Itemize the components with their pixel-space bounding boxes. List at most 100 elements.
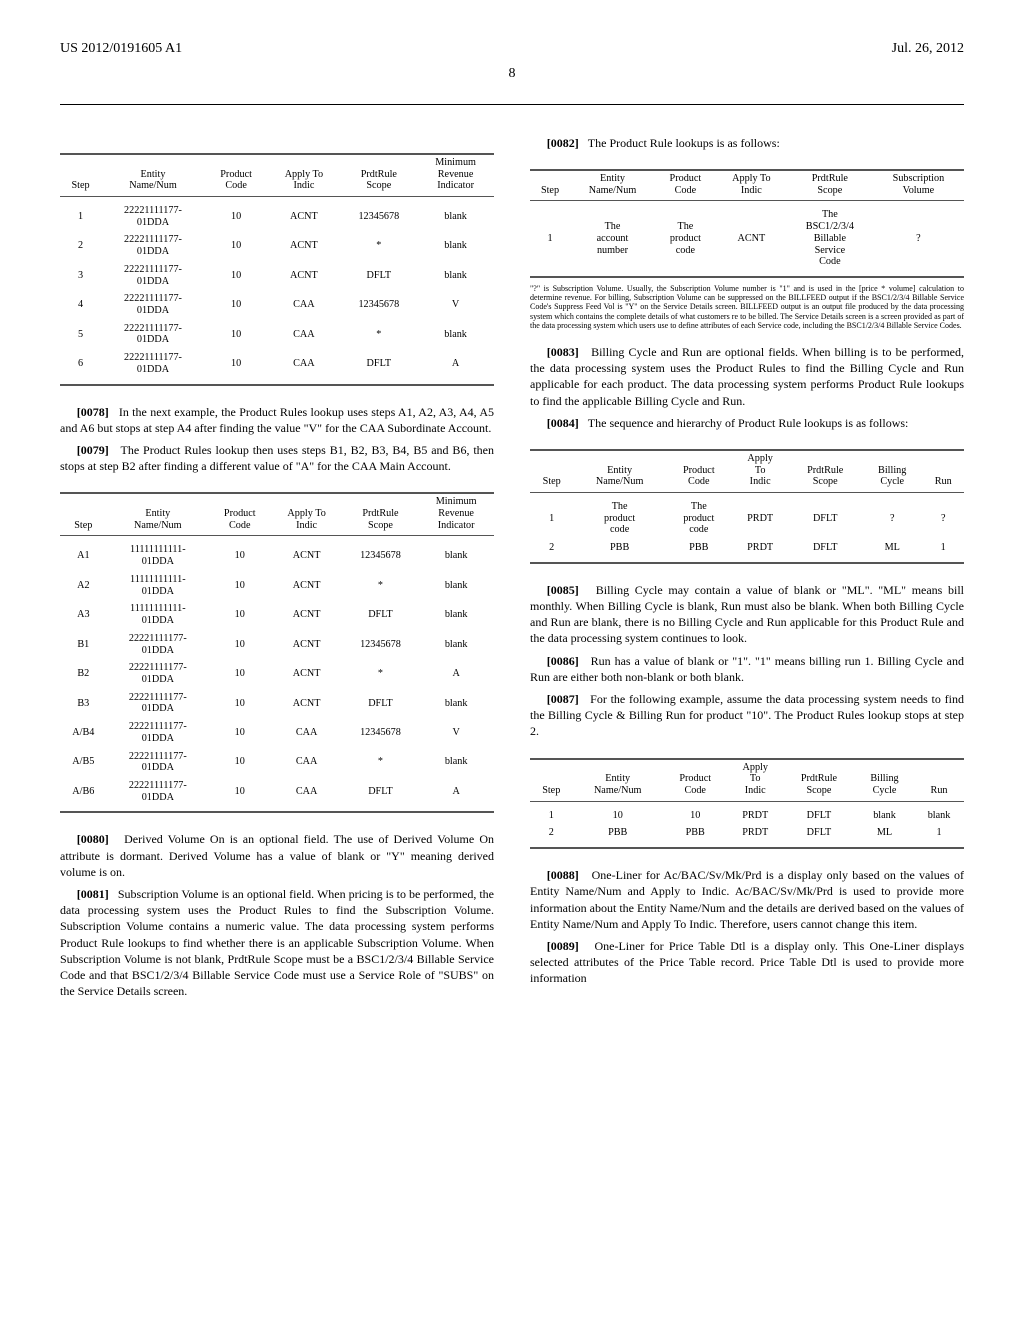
table-cell: blank xyxy=(418,689,494,718)
table-cell: CAA xyxy=(271,748,343,777)
para-number: [0088] xyxy=(547,868,579,882)
table-cell: ? xyxy=(922,493,964,540)
table-cell: 12345678 xyxy=(343,718,419,747)
table-cell: DFLT xyxy=(343,777,419,812)
para-text: For the following example, assume the da… xyxy=(530,692,964,738)
table-cell: 11111111111-01DDA xyxy=(107,600,209,629)
table-cell: ACNT xyxy=(271,689,343,718)
table-header: BillingCycle xyxy=(855,759,914,802)
table-cell: 1 xyxy=(60,196,101,231)
table-row: 2PBBPBBPRDTDFLTML1 xyxy=(530,539,964,563)
table-cell: CAA xyxy=(271,718,343,747)
para-text: One-Liner for Ac/BAC/Sv/Mk/Prd is a disp… xyxy=(530,868,964,931)
para-text: The sequence and hierarchy of Product Ru… xyxy=(588,416,909,430)
table-cell: 2 xyxy=(530,824,573,848)
para-number: [0078] xyxy=(77,405,109,419)
table-cell: blank xyxy=(417,231,494,260)
table-row: A/B522221111177-01DDA10CAA*blank xyxy=(60,748,494,777)
table-cell: V xyxy=(418,718,494,747)
table-cell: ACNT xyxy=(271,659,343,688)
table-row: B122221111177-01DDA10ACNT12345678blank xyxy=(60,630,494,659)
table-cell: blank xyxy=(418,630,494,659)
para-number: [0087] xyxy=(547,692,579,706)
para-number: [0079] xyxy=(77,443,109,457)
two-column-layout: Step EntityName/Num ProductCode Apply To… xyxy=(60,135,964,1006)
table-cell: 12345678 xyxy=(343,536,419,571)
paragraph-0084: [0084] The sequence and hierarchy of Pro… xyxy=(530,415,964,431)
paragraph-0085: [0085] Billing Cycle may contain a value… xyxy=(530,582,964,647)
table-cell: * xyxy=(343,748,419,777)
table-cell: A2 xyxy=(60,571,107,600)
table-cell: PBB xyxy=(666,539,732,563)
table-row: A211111111111-01DDA10ACNT*blank xyxy=(60,571,494,600)
table-cell: DFLT xyxy=(783,824,855,848)
table-row: A/B622221111177-01DDA10CAADFLTA xyxy=(60,777,494,812)
table-header: Run xyxy=(922,450,964,493)
table-cell: blank xyxy=(418,600,494,629)
table-row: 1TheproductcodeTheproductcodePRDTDFLT?? xyxy=(530,493,964,540)
table-header: MinimumRevenueIndicator xyxy=(418,493,494,536)
table-row: 2PBBPBBPRDTDFLTML1 xyxy=(530,824,964,848)
table-cell: 10 xyxy=(573,801,663,824)
table-header: Apply ToIndic xyxy=(267,154,340,197)
table-cell: 11111111111-01DDA xyxy=(107,536,209,571)
paragraph-0078: [0078] In the next example, the Product … xyxy=(60,404,494,436)
table-cell: 2 xyxy=(60,231,101,260)
paragraph-0086: [0086] Run has a value of blank or "1". … xyxy=(530,653,964,685)
table-cell: 12345678 xyxy=(343,630,419,659)
table-cell: ACNT xyxy=(267,261,340,290)
table-cell: 10 xyxy=(205,231,267,260)
table-header: Step xyxy=(530,759,573,802)
table-4: Step EntityName/Num ProductCode ApplyToI… xyxy=(530,449,964,564)
table-header: ProductCode xyxy=(666,450,732,493)
page-header: US 2012/0191605 A1 Jul. 26, 2012 xyxy=(60,40,964,59)
table-row: B222221111177-01DDA10ACNT*A xyxy=(60,659,494,688)
table-header: Apply ToIndic xyxy=(716,170,787,201)
table-cell: DFLT xyxy=(343,689,419,718)
table-row: 522221111177-01DDA10CAA*blank xyxy=(60,320,494,349)
para-text: Billing Cycle and Run are optional field… xyxy=(530,345,964,408)
table-cell: CAA xyxy=(267,320,340,349)
table-header: EntityName/Num xyxy=(573,759,663,802)
table-header: PrdtRuleScope xyxy=(340,154,417,197)
table-header: PrdtRuleScope xyxy=(787,170,873,201)
para-text: Billing Cycle may contain a value of bla… xyxy=(530,583,964,646)
paragraph-0081: [0081] Subscription Volume is an optiona… xyxy=(60,886,494,999)
table-cell: 10 xyxy=(205,290,267,319)
table-cell: CAA xyxy=(267,349,340,384)
paragraph-0082: [0082] The Product Rule lookups is as fo… xyxy=(530,135,964,151)
table-header: EntityName/Num xyxy=(101,154,205,197)
table-header: PrdtRuleScope xyxy=(788,450,862,493)
table-cell: B1 xyxy=(60,630,107,659)
table-cell: blank xyxy=(855,801,914,824)
table-cell: 10 xyxy=(209,777,271,812)
table-cell: * xyxy=(340,231,417,260)
table-cell: 3 xyxy=(60,261,101,290)
table-5: Step EntityName/Num ProductCode ApplyToI… xyxy=(530,758,964,850)
table-header: ProductCode xyxy=(205,154,267,197)
table-cell: blank xyxy=(417,261,494,290)
para-number: [0085] xyxy=(547,583,579,597)
table-cell: ACNT xyxy=(271,600,343,629)
table-cell: 10 xyxy=(209,718,271,747)
para-text: The Product Rules lookup then uses steps… xyxy=(60,443,494,473)
table-cell: ML xyxy=(855,824,914,848)
table-cell: 10 xyxy=(205,349,267,384)
table-cell: A3 xyxy=(60,600,107,629)
para-number: [0089] xyxy=(547,939,579,953)
table-cell: A xyxy=(418,659,494,688)
table-cell: ACNT xyxy=(271,571,343,600)
table-cell: A/B4 xyxy=(60,718,107,747)
table-cell: 22221111177-01DDA xyxy=(107,718,209,747)
table-cell: PBB xyxy=(573,824,663,848)
table-cell: PBB xyxy=(663,824,728,848)
table-row: 322221111177-01DDA10ACNTDFLTblank xyxy=(60,261,494,290)
table-cell: ? xyxy=(862,493,922,540)
table-header: SubscriptionVolume xyxy=(873,170,964,201)
table-cell: blank xyxy=(418,536,494,571)
para-text: Run has a value of blank or "1". "1" mea… xyxy=(530,654,964,684)
table-cell: Theproductcode xyxy=(573,493,665,540)
table-cell: 22221111177-01DDA xyxy=(101,290,205,319)
table-3: Step EntityName/Num ProductCode Apply To… xyxy=(530,169,964,278)
para-number: [0084] xyxy=(547,416,579,430)
